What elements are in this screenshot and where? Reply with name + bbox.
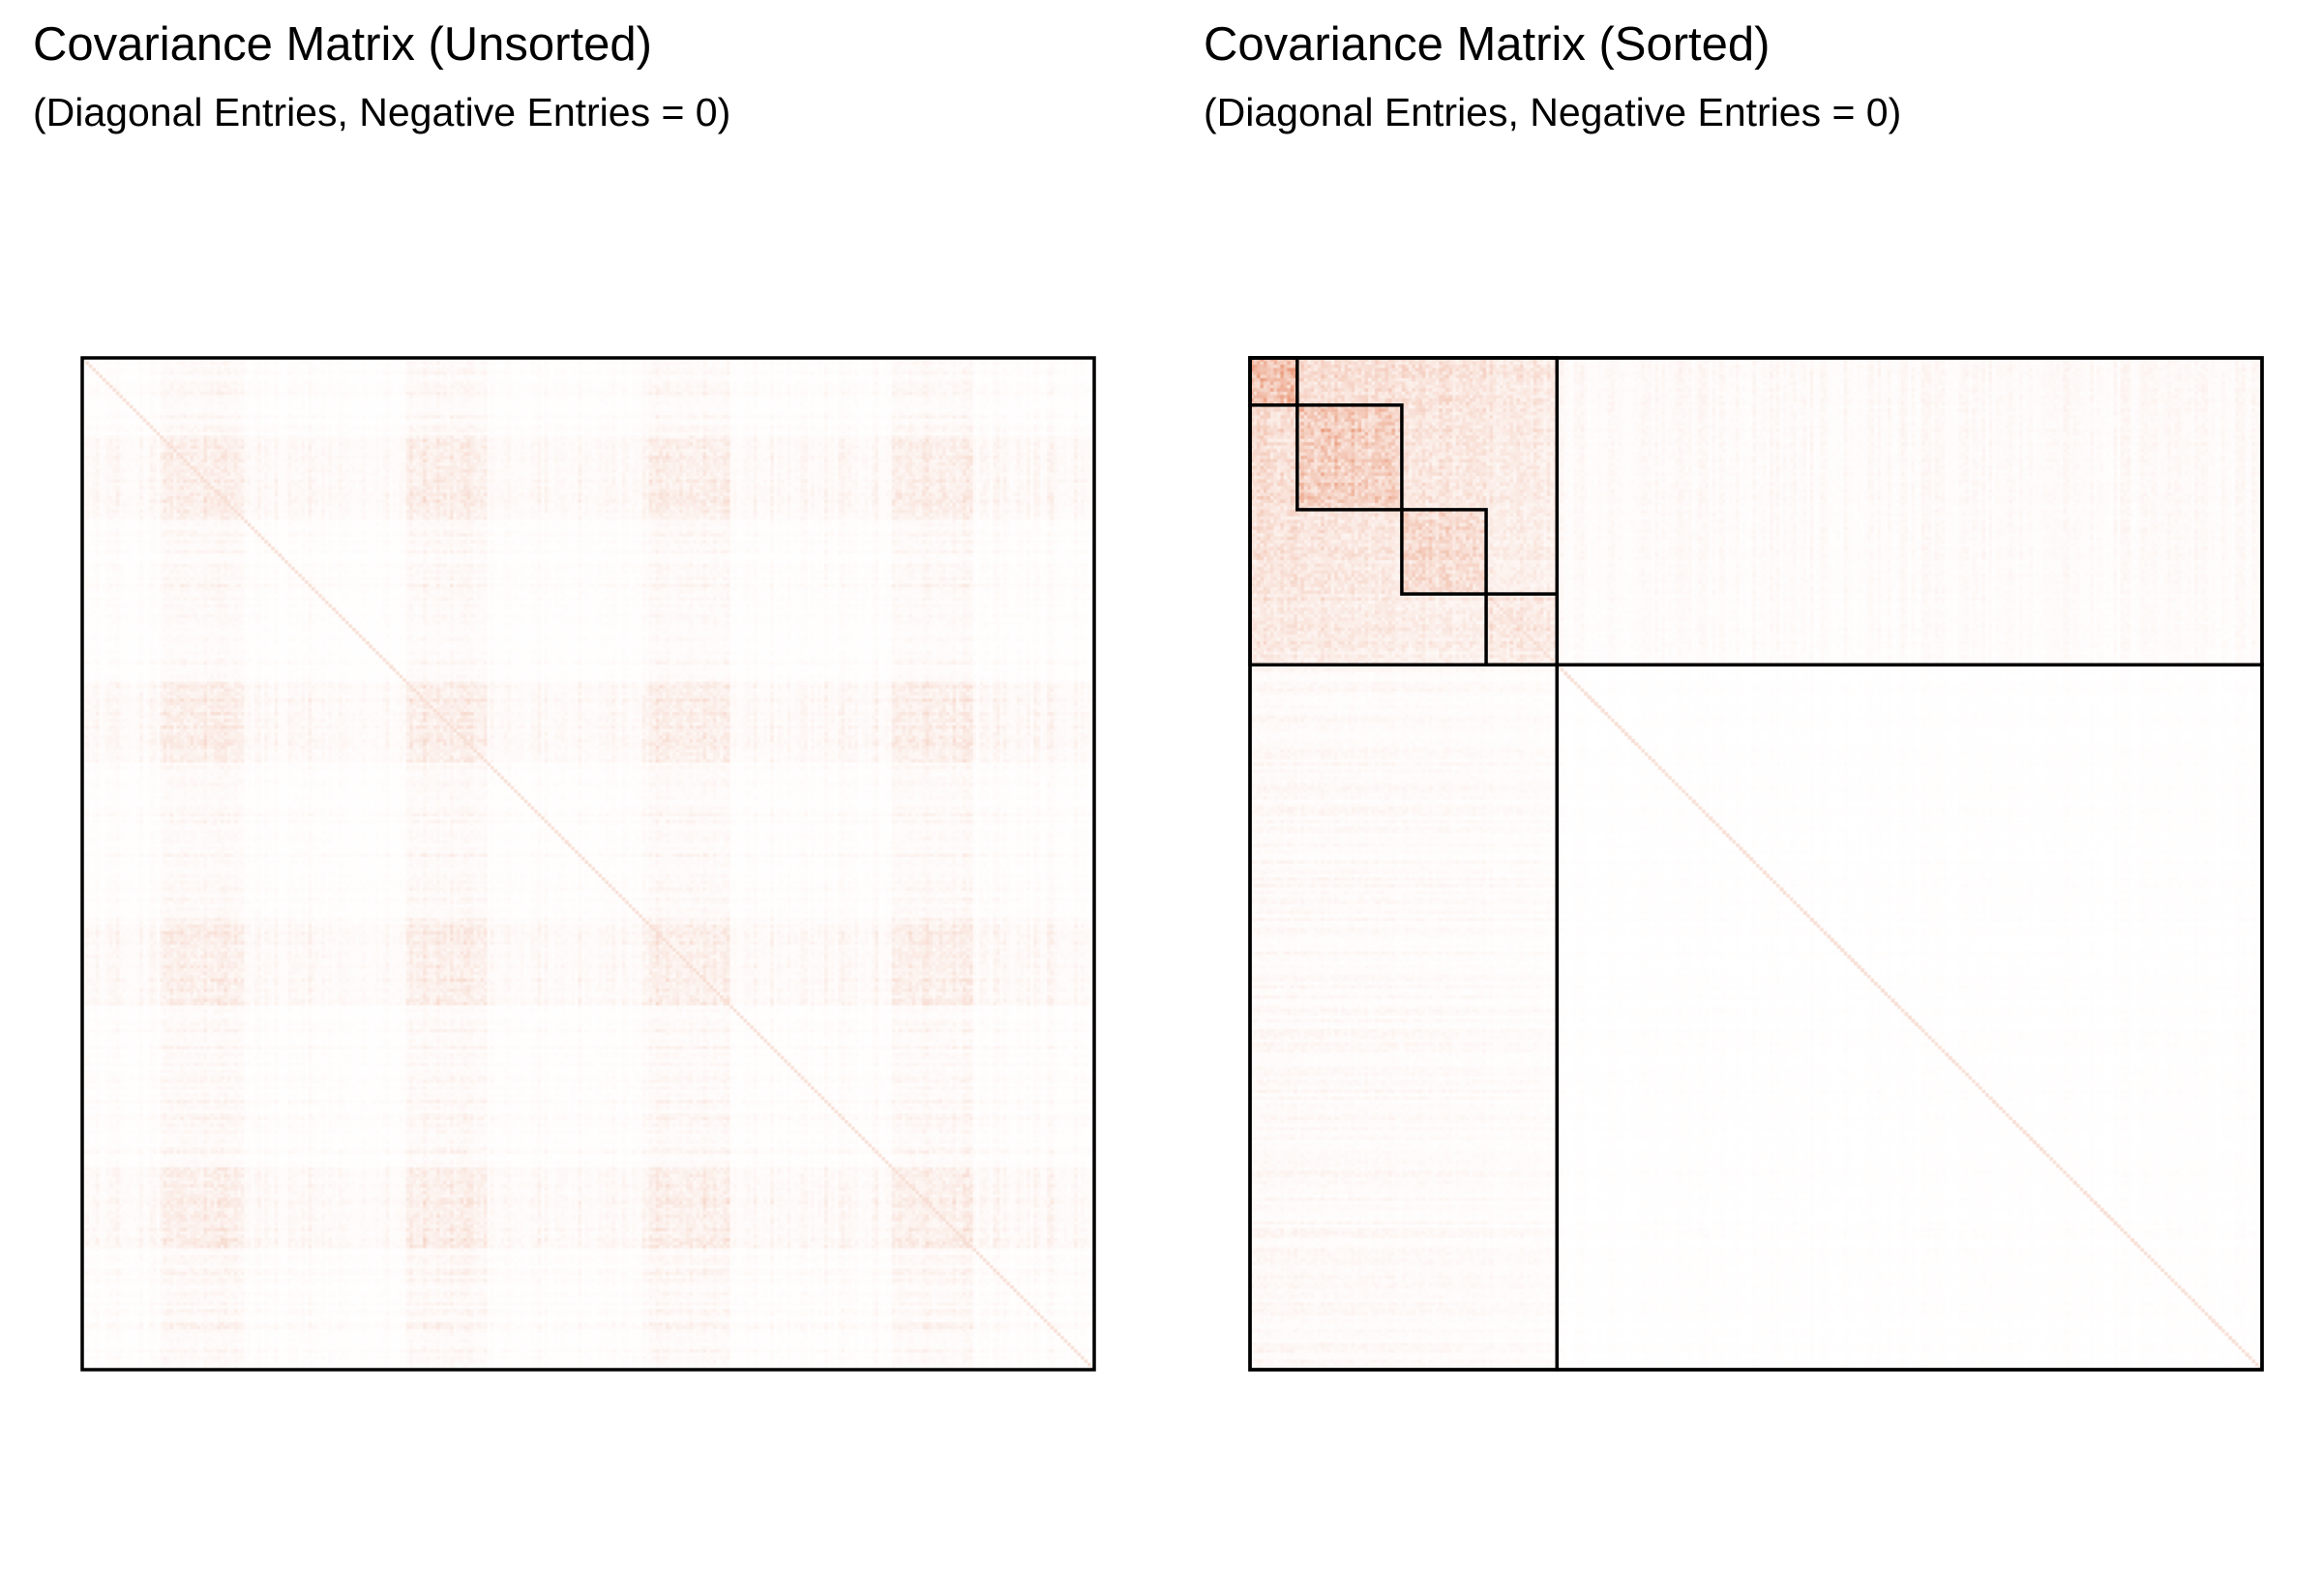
sorted-covariance-heatmap <box>1248 356 2264 1372</box>
sorted-diagonal-block-3 <box>1400 508 1488 596</box>
sorted-diagonal-block-2 <box>1295 403 1404 512</box>
unsorted-plot-border <box>80 356 1096 1372</box>
sorted-diagonal-block-4 <box>1484 592 1560 667</box>
sorted-heatmap-cells <box>1250 358 2262 1370</box>
unsorted-heatmap-frame <box>80 356 1096 1372</box>
left-chart-subtitle: (Diagonal Entries, Negative Entries = 0) <box>33 90 731 134</box>
unsorted-covariance-heatmap <box>80 356 1096 1372</box>
right-chart-subtitle: (Diagonal Entries, Negative Entries = 0) <box>1204 90 1902 134</box>
sorted-large-diagonal-block <box>1555 663 2264 1372</box>
right-chart-title: Covariance Matrix (Sorted) <box>1204 18 1771 71</box>
unsorted-heatmap-cells <box>82 358 1094 1370</box>
sorted-heatmap-frame <box>1248 356 2264 1372</box>
left-chart-title: Covariance Matrix (Unsorted) <box>33 18 652 71</box>
sorted-diagonal-block-1 <box>1248 356 1299 407</box>
